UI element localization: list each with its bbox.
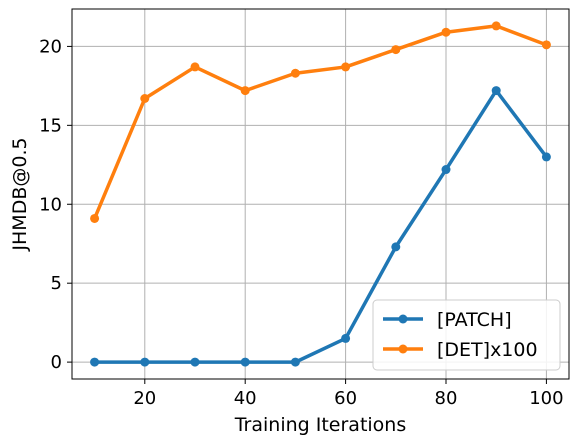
y-tick-label: 5 (51, 273, 62, 294)
data-point (491, 86, 501, 96)
data-point (441, 27, 451, 37)
plot-frame (71, 8, 570, 380)
data-point (140, 94, 150, 104)
series-line-1 (92, 24, 548, 220)
data-point (190, 62, 200, 72)
data-point (541, 152, 551, 162)
data-point (190, 357, 200, 367)
data-point (290, 357, 300, 367)
x-tick-label: 40 (234, 388, 257, 409)
data-point (90, 357, 100, 367)
data-point (240, 357, 250, 367)
data-point (341, 333, 351, 343)
data-point (140, 357, 150, 367)
axis-ticks: 20 40 60 80 100 0 5 10 15 20 (39, 36, 563, 409)
data-point (391, 45, 401, 55)
data-point (290, 68, 300, 78)
data-point (341, 62, 351, 72)
x-tick-label: 100 (529, 388, 563, 409)
x-tick-label: 80 (435, 388, 458, 409)
data-point (491, 21, 501, 31)
x-axis-label: Training Iterations (234, 414, 407, 436)
legend-label: [PATCH] (437, 309, 512, 331)
y-tick-label: 0 (51, 352, 62, 373)
y-axis-label: JHMDB@0.5 (9, 137, 31, 251)
data-point (541, 40, 551, 50)
data-point (90, 213, 100, 223)
legend: [PATCH] [DET]x100 (372, 299, 561, 371)
x-tick-label: 20 (133, 388, 156, 409)
series-line-0 (94, 88, 548, 364)
legend-label: [DET]x100 (437, 339, 538, 361)
x-tick-label: 60 (334, 388, 357, 409)
y-tick-label: 15 (39, 115, 62, 136)
data-point (240, 86, 250, 96)
y-tick-label: 20 (39, 36, 62, 57)
y-tick-label: 10 (39, 194, 62, 215)
series-lines (90, 21, 551, 367)
data-point (391, 242, 401, 252)
legend-marker (398, 314, 408, 324)
data-point (441, 165, 451, 175)
legend-marker (398, 344, 408, 354)
